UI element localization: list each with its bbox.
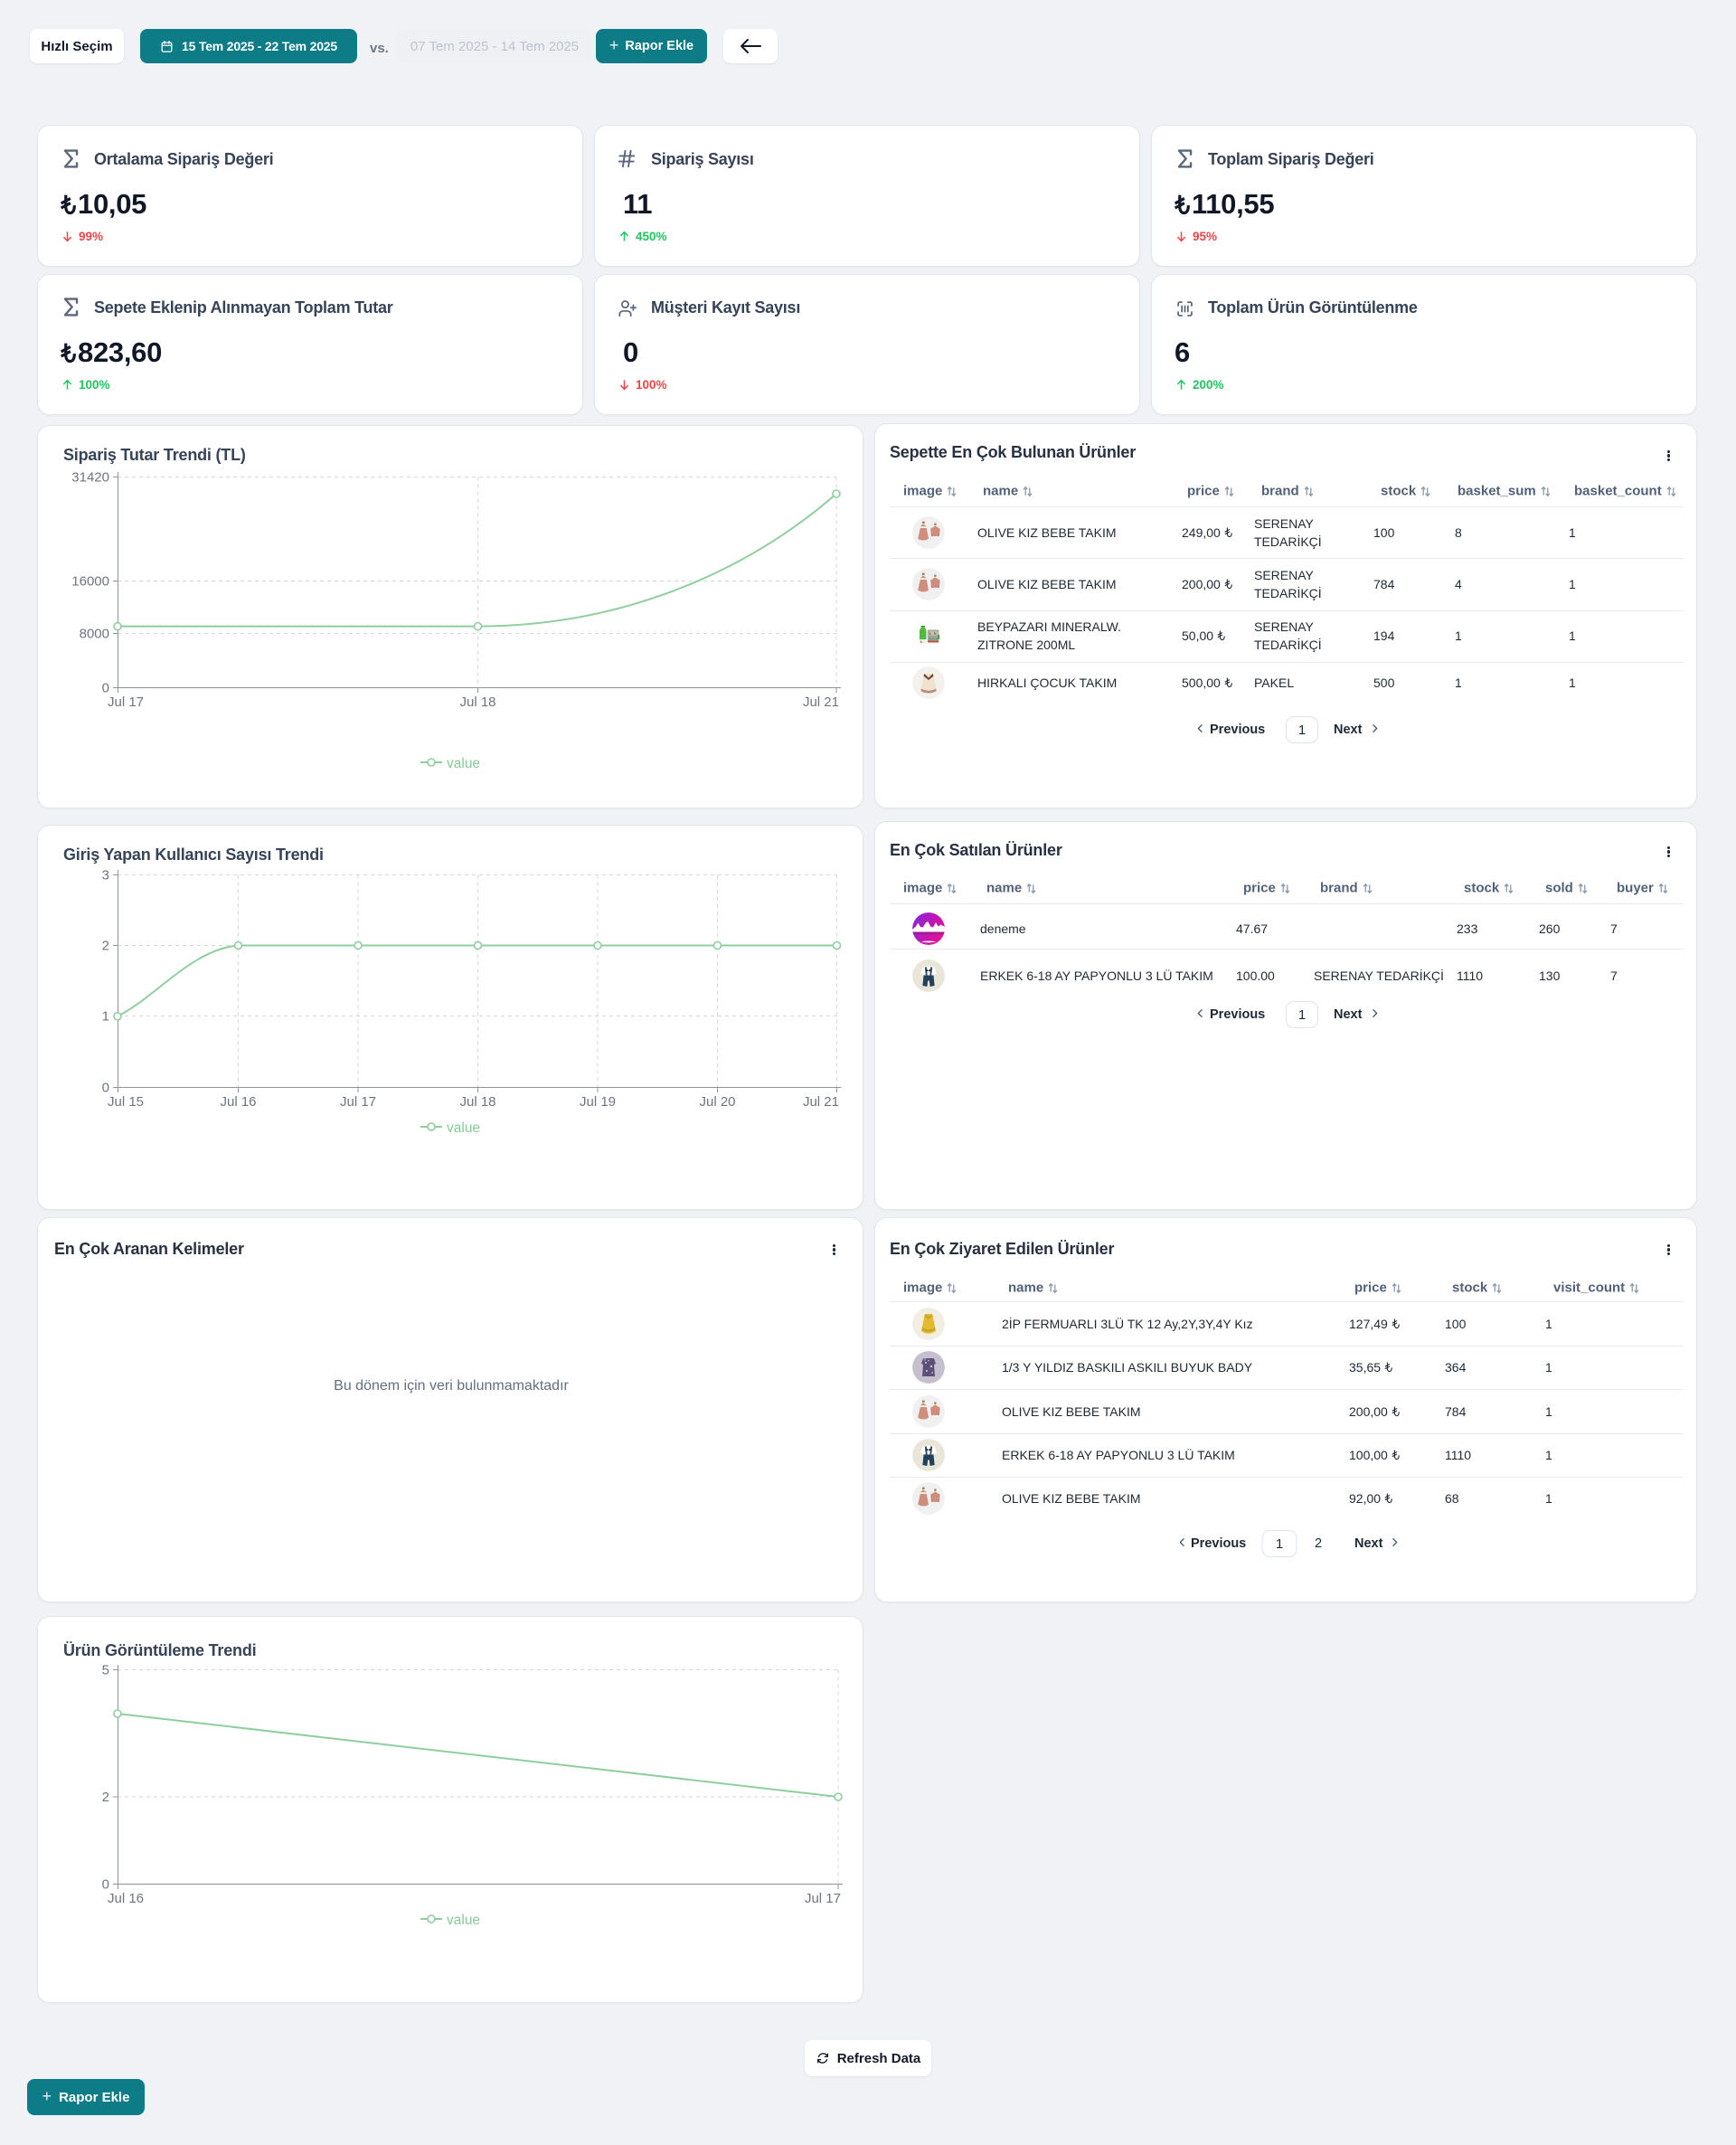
svg-text:Jul 17: Jul 17 <box>108 695 144 710</box>
svg-text:8000: 8000 <box>80 627 109 642</box>
svg-text:Jul 16: Jul 16 <box>220 1094 256 1110</box>
svg-text:0: 0 <box>102 681 109 696</box>
svg-text:Jul 18: Jul 18 <box>459 1094 495 1110</box>
svg-text:0: 0 <box>102 1877 109 1893</box>
svg-text:0: 0 <box>102 1081 109 1096</box>
svg-text:31420: 31420 <box>71 470 109 486</box>
svg-text:value: value <box>447 756 480 771</box>
svg-text:Jul 18: Jul 18 <box>459 695 495 710</box>
svg-text:Jul 16: Jul 16 <box>108 1891 144 1906</box>
svg-text:5: 5 <box>102 1663 109 1678</box>
svg-text:2: 2 <box>102 1790 109 1805</box>
svg-text:Jul 21: Jul 21 <box>803 695 839 710</box>
svg-text:Jul 20: Jul 20 <box>699 1094 735 1110</box>
svg-text:Jul 17: Jul 17 <box>805 1891 841 1906</box>
svg-text:Jul 21: Jul 21 <box>803 1094 839 1110</box>
svg-text:Jul 19: Jul 19 <box>580 1094 616 1110</box>
svg-text:value: value <box>447 1120 480 1136</box>
svg-text:2: 2 <box>102 939 109 954</box>
svg-text:3: 3 <box>102 868 109 884</box>
svg-text:value: value <box>447 1913 480 1928</box>
svg-text:Jul 17: Jul 17 <box>340 1094 376 1110</box>
svg-text:1: 1 <box>102 1009 109 1025</box>
svg-text:16000: 16000 <box>71 574 109 590</box>
svg-text:Jul 15: Jul 15 <box>108 1094 144 1110</box>
